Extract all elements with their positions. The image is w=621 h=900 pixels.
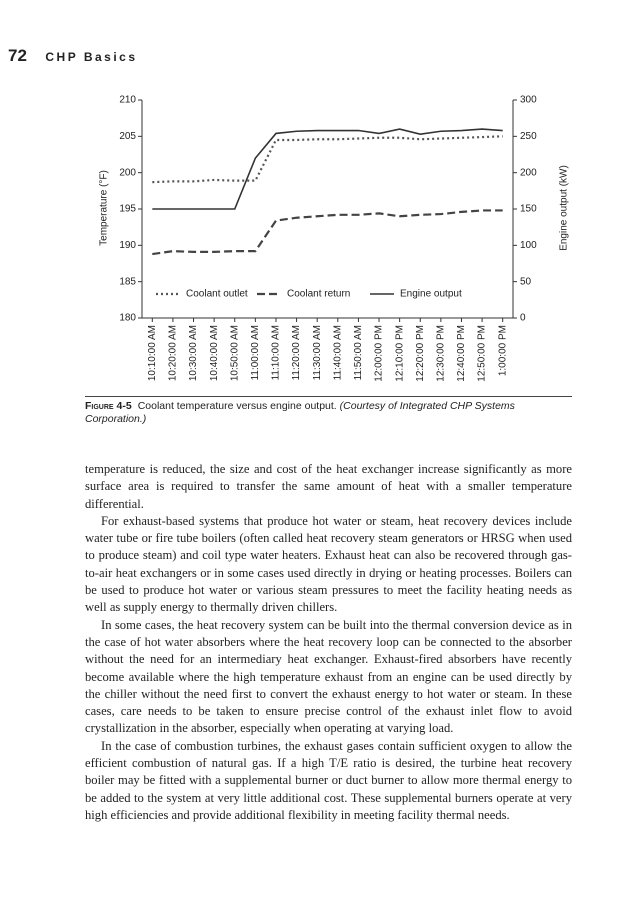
legend-label: Coolant outlet bbox=[186, 289, 248, 300]
chart: Temperature (°F) Engine output (kW) 180 1… bbox=[99, 95, 570, 382]
y2-tick-label: 300 bbox=[520, 95, 537, 106]
y2-tick-label: 200 bbox=[520, 167, 537, 178]
y2-tick-label: 100 bbox=[520, 240, 537, 251]
x-tick-label: 12:00:00 PM bbox=[374, 325, 385, 382]
page-number: 72 bbox=[8, 46, 27, 65]
y-tick-label: 185 bbox=[119, 276, 136, 287]
y-tick-label: 195 bbox=[119, 204, 136, 215]
y-tick-label: 200 bbox=[119, 167, 136, 178]
y2-tick-label: 150 bbox=[520, 204, 537, 215]
paragraph: temperature is reduced, the size and cos… bbox=[85, 462, 572, 511]
x-tick-label: 12:40:00 PM bbox=[456, 325, 467, 382]
x-tick-label: 11:10:00 AM bbox=[271, 325, 282, 380]
y-tick-label: 190 bbox=[119, 240, 136, 251]
x-tick-label: 12:50:00 PM bbox=[477, 325, 488, 382]
y-tick-label: 205 bbox=[119, 131, 136, 142]
caption-credit: (Courtesy of Integrated CHP Systems Corp… bbox=[85, 400, 515, 425]
running-title: CHP Basics bbox=[45, 50, 138, 64]
x-tick-label: 10:20:00 AM bbox=[168, 325, 179, 381]
y2-axis-label: Engine output (kW) bbox=[559, 165, 570, 251]
x-tick-label: 11:40:00 AM bbox=[332, 325, 343, 380]
figure-caption: Figure 4-5 Coolant temperature versus eng… bbox=[85, 396, 572, 426]
x-tick-label: 11:00:00 AM bbox=[250, 325, 261, 380]
data-line bbox=[152, 135, 503, 184]
x-tick-label: 10:10:00 AM bbox=[147, 325, 158, 381]
y-axis-label: Temperature (°F) bbox=[99, 170, 110, 246]
x-tick-label: 11:20:00 AM bbox=[291, 325, 302, 380]
paragraph: For exhaust-based systems that produce h… bbox=[85, 513, 572, 615]
x-tick-label: 11:50:00 AM bbox=[353, 325, 364, 380]
y2-tick-label: 0 bbox=[520, 313, 526, 324]
x-tick-label: 11:30:00 AM bbox=[312, 325, 323, 380]
running-header: 72 CHP Basics bbox=[8, 46, 138, 66]
body-text: temperature is reduced, the size and cos… bbox=[85, 461, 572, 824]
data-line bbox=[152, 128, 503, 210]
x-tick-label: 12:30:00 PM bbox=[436, 325, 447, 382]
caption-text: Coolant temperature versus engine output… bbox=[137, 400, 337, 412]
x-tick-label: 12:20:00 PM bbox=[415, 325, 426, 382]
y2-tick-label: 50 bbox=[520, 276, 532, 287]
legend-label: Engine output bbox=[400, 289, 462, 300]
data-line bbox=[152, 209, 503, 256]
x-tick-label: 1:00:00 PM bbox=[497, 325, 508, 376]
x-tick-label: 10:30:00 AM bbox=[188, 325, 199, 381]
x-tick-label: 10:40:00 AM bbox=[209, 325, 220, 381]
legend-label: Coolant return bbox=[287, 289, 350, 300]
x-tick-label: 10:50:00 AM bbox=[229, 325, 240, 381]
paragraph: In the case of combustion turbines, the … bbox=[85, 738, 572, 822]
caption-label: Figure 4-5 bbox=[85, 400, 132, 412]
paragraph: In some cases, the heat recovery system … bbox=[85, 617, 572, 736]
y-tick-label: 210 bbox=[119, 95, 136, 106]
y-tick-label: 180 bbox=[119, 313, 136, 324]
y2-tick-label: 250 bbox=[520, 131, 537, 142]
x-tick-label: 12:10:00 PM bbox=[394, 325, 405, 382]
